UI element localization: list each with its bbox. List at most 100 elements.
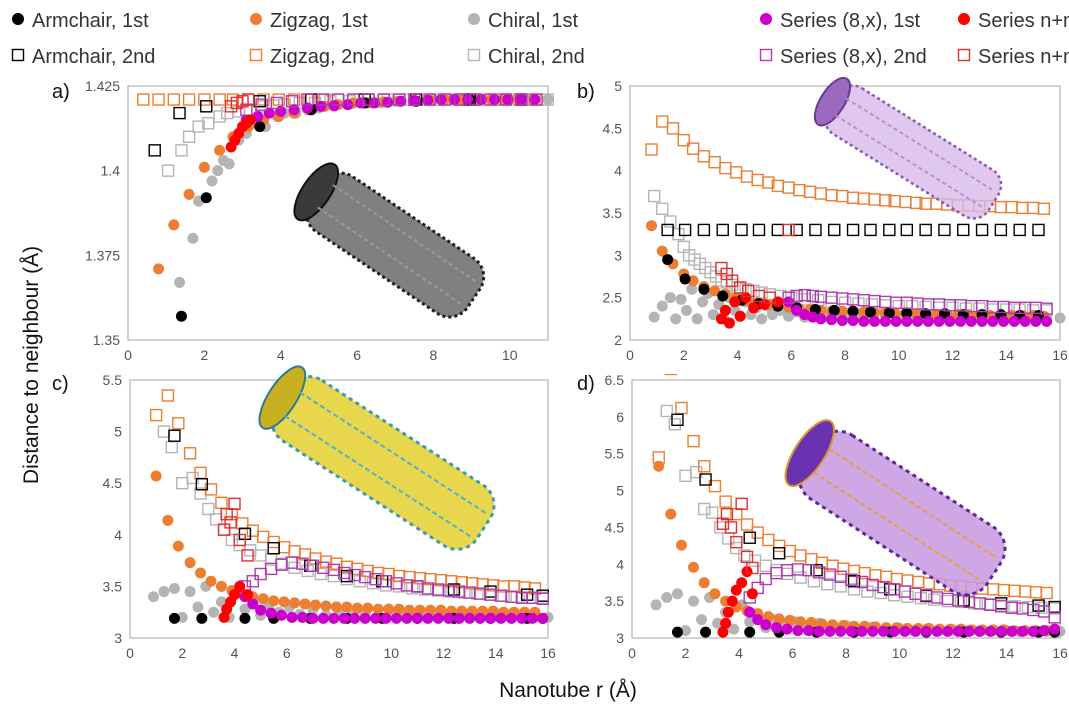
point-series-n-m-8-2nd bbox=[730, 535, 743, 549]
legend-label-zigzag-1st: Zigzag, 1st bbox=[270, 10, 368, 32]
point-zigzag-2nd bbox=[868, 193, 881, 206]
point-zigzag-2nd bbox=[687, 434, 700, 448]
point-zigzag-1st bbox=[214, 144, 226, 156]
point-chiral-1st bbox=[712, 617, 724, 629]
point-zigzag-2nd bbox=[719, 495, 732, 508]
point-series-8-x-2nd bbox=[770, 566, 783, 580]
point-series-n-m-8-1st bbox=[734, 310, 746, 322]
x-tick-label: 10 bbox=[892, 645, 908, 661]
y-tick-label: 3 bbox=[114, 630, 122, 646]
point-series-8-x-1st bbox=[464, 612, 476, 624]
point-series-8-x-2nd bbox=[484, 93, 497, 106]
point-series-n-m-8-1st bbox=[229, 589, 240, 601]
point-armchair-1st bbox=[175, 310, 187, 322]
point-series-8-x-2nd bbox=[984, 598, 997, 612]
legend-label-chiral-1st: Chiral, 1st bbox=[488, 10, 578, 32]
point-series-8-x-2nd bbox=[868, 294, 881, 308]
y-tick-label: 1.425 bbox=[85, 78, 120, 94]
point-series-8-x-1st bbox=[453, 612, 465, 624]
point-zigzag-2nd bbox=[997, 583, 1011, 597]
point-zigzag-1st bbox=[299, 598, 311, 610]
point-chiral-2nd bbox=[759, 559, 772, 572]
point-armchair-1st bbox=[883, 307, 895, 319]
point-chiral-2nd bbox=[798, 293, 811, 306]
point-series-8-x-1st bbox=[815, 313, 827, 325]
point-series-8-x-1st bbox=[744, 606, 756, 618]
point-series-8-x-2nd bbox=[825, 291, 838, 304]
x-tick-label: 6 bbox=[353, 347, 361, 363]
point-series-8-x-2nd bbox=[1048, 611, 1061, 624]
point-series-8-x-1st bbox=[901, 315, 913, 327]
point-chiral-2nd bbox=[679, 469, 692, 483]
point-series-8-x-1st bbox=[858, 315, 870, 327]
point-chiral-2nd bbox=[1008, 600, 1021, 613]
point-zigzag-2nd bbox=[986, 583, 1000, 596]
point-zigzag-2nd bbox=[708, 479, 722, 493]
point-series-8-x-1st bbox=[890, 315, 902, 327]
point-armchair-2nd bbox=[994, 223, 1008, 237]
plot-area bbox=[631, 379, 1061, 639]
x-tick-label: 4 bbox=[231, 645, 239, 661]
point-armchair-2nd bbox=[810, 563, 823, 577]
point-chiral-1st bbox=[148, 591, 160, 603]
point-zigzag-1st bbox=[688, 561, 700, 573]
point-series-8-x-1st bbox=[867, 625, 879, 637]
point-zigzag-2nd bbox=[226, 93, 240, 106]
point-series-8-x-2nd bbox=[780, 563, 794, 577]
y-tick-label: 2 bbox=[614, 332, 622, 348]
point-zigzag-2nd bbox=[1040, 586, 1053, 600]
nanotube-violet-icon bbox=[813, 76, 1003, 220]
point-chiral-1st bbox=[212, 165, 224, 177]
chart-panel-a: 0 2 4 6 8 10 1.35 1.375 1.4 1.425 bbox=[85, 78, 554, 363]
point-series-8-x-1st bbox=[899, 625, 911, 637]
point-armchair-2nd bbox=[883, 223, 896, 237]
y-tick-label: 4.5 bbox=[103, 475, 123, 491]
point-zigzag-1st bbox=[646, 220, 657, 232]
point-zigzag-1st bbox=[414, 604, 426, 616]
point-zigzag-2nd bbox=[183, 447, 197, 460]
point-zigzag-1st bbox=[795, 616, 807, 628]
point-series-8-x-1st bbox=[401, 612, 413, 624]
point-zigzag-2nd bbox=[1029, 586, 1043, 599]
point-zigzag-2nd bbox=[272, 93, 286, 106]
point-series-n-m-8-1st bbox=[717, 626, 729, 638]
point-series-8-x-1st bbox=[495, 612, 507, 624]
point-armchair-2nd bbox=[661, 223, 674, 237]
point-armchair-2nd bbox=[340, 569, 354, 583]
point-series-n-m-8-2nd bbox=[782, 223, 795, 237]
point-chiral-2nd bbox=[698, 502, 711, 516]
point-chiral-1st bbox=[696, 614, 708, 626]
x-tick-label: 4 bbox=[735, 645, 743, 661]
point-chiral-1st bbox=[1054, 312, 1066, 324]
point-series-8-x-1st bbox=[432, 612, 444, 624]
point-series-n-m-8-2nd bbox=[241, 549, 254, 562]
point-chiral-1st bbox=[728, 623, 740, 635]
point-series-8-x-1st bbox=[836, 315, 848, 327]
point-series-8-x-2nd bbox=[362, 93, 375, 106]
point-series-8-x-1st bbox=[338, 612, 350, 624]
point-series-8-x-1st bbox=[933, 315, 945, 327]
point-zigzag-2nd bbox=[751, 173, 764, 187]
point-series-8-x-2nd bbox=[814, 290, 828, 304]
point-zigzag-2nd bbox=[805, 552, 818, 566]
point-series-8-x-1st bbox=[390, 612, 402, 624]
point-series-8-x-1st bbox=[1017, 625, 1029, 637]
point-series-8-x-2nd bbox=[802, 563, 815, 577]
point-series-8-x-2nd bbox=[994, 600, 1008, 613]
point-series-n-m-8-2nd bbox=[724, 521, 738, 534]
point-zigzag-2nd bbox=[772, 539, 786, 553]
x-tick-label: 12 bbox=[436, 645, 452, 661]
point-series-n-m-8-2nd bbox=[242, 93, 255, 106]
point-series-8-x-1st bbox=[781, 623, 793, 635]
point-series-8-x-1st bbox=[1008, 315, 1020, 327]
panel-label-b: b) bbox=[577, 81, 595, 103]
x-tick-label: 14 bbox=[999, 645, 1015, 661]
point-chiral-1st bbox=[542, 94, 554, 106]
point-zigzag-2nd bbox=[740, 170, 754, 183]
point-zigzag-1st bbox=[341, 601, 353, 613]
point-chiral-2nd bbox=[656, 202, 669, 215]
point-series-8-x-2nd bbox=[1040, 302, 1053, 315]
panel-label-d: d) bbox=[577, 373, 595, 395]
x-tick-label: 2 bbox=[178, 645, 186, 661]
